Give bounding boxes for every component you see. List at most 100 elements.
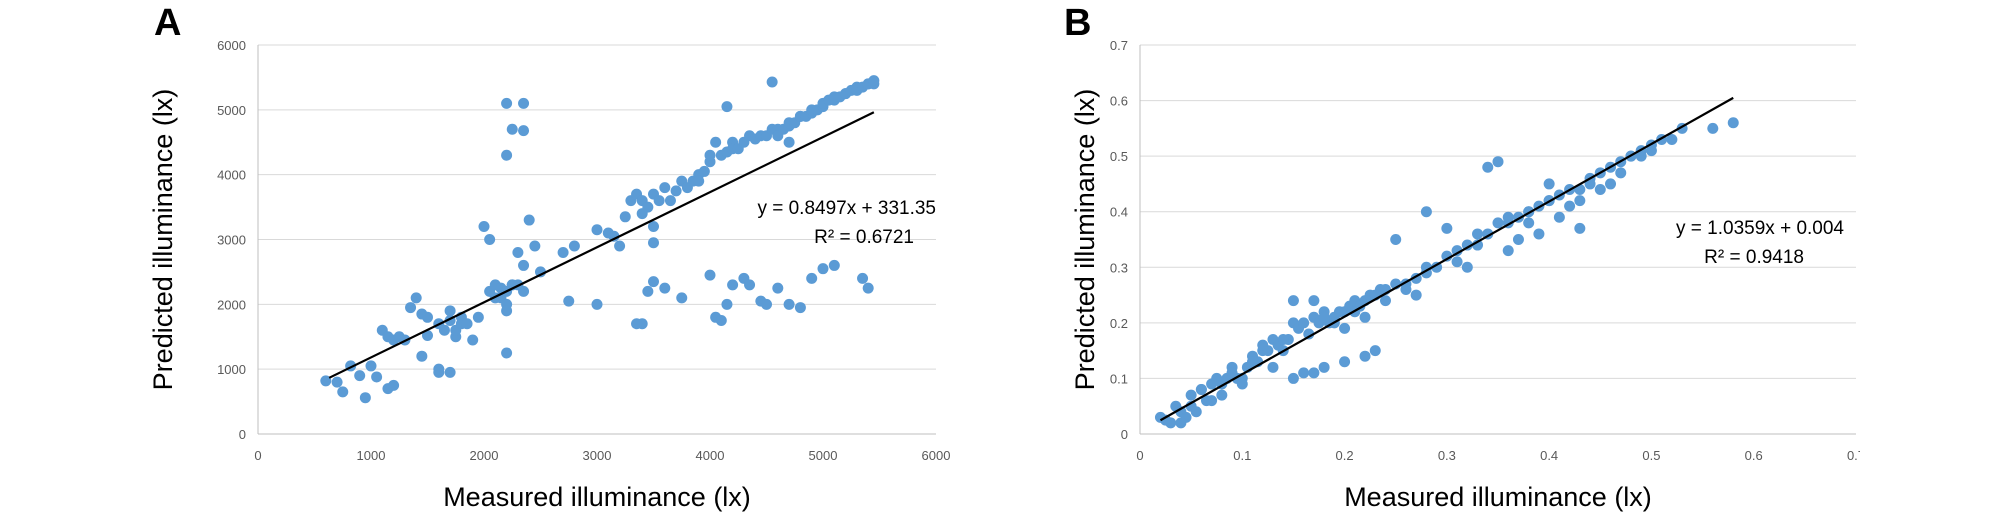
chart-a-data-point xyxy=(518,259,530,271)
chart-a-data-point xyxy=(744,279,756,291)
chart-a-x-tick-label: 0 xyxy=(254,448,261,463)
chart-a-data-point xyxy=(761,298,772,310)
chart-b-data-point xyxy=(1574,195,1586,207)
chart-b-data-point xyxy=(1441,222,1453,234)
chart-b-trendline xyxy=(1159,96,1734,422)
chart-b-data-point xyxy=(1615,167,1627,179)
chart-b-data-point xyxy=(1461,239,1473,251)
chart-a-data-point xyxy=(614,240,626,252)
chart-a-data-point xyxy=(648,276,659,288)
chart-a-y-tick-label: 0 xyxy=(239,427,246,442)
chart-a-data-point xyxy=(704,149,716,161)
chart-b-data-point xyxy=(1390,234,1402,245)
chart-b-data-point xyxy=(1523,217,1535,229)
chart-b-data-point xyxy=(1543,178,1555,190)
chart-b-data-point xyxy=(1707,122,1719,134)
chart-b-data-point xyxy=(1441,250,1453,262)
chart-b-data-point xyxy=(1165,417,1177,429)
chart-a-data-point xyxy=(563,295,575,307)
chart-b-y-tick-label: 0 xyxy=(1121,427,1128,442)
chart-a-data-point xyxy=(501,149,513,161)
chart-a-data-point xyxy=(529,240,541,252)
chart-b-data-point xyxy=(1379,295,1391,307)
chart-a-data-point xyxy=(642,201,654,213)
chart-a-data-point xyxy=(410,292,422,304)
chart-a-data-point xyxy=(422,311,433,323)
chart-b-data-point xyxy=(1298,367,1310,379)
chart-a-data-point xyxy=(371,371,383,383)
chart-a-data-point xyxy=(772,282,784,294)
chart-b-data-point xyxy=(1277,334,1289,346)
chart-a-data-point xyxy=(512,246,524,258)
chart-a-x-tick-label: 3000 xyxy=(583,448,612,463)
chart-b-data-point xyxy=(1339,356,1351,368)
chart-a-data-point xyxy=(653,195,665,207)
chart-b-data-point xyxy=(1666,133,1678,145)
chart-a-x-tick-label: 6000 xyxy=(922,448,950,463)
chart-a-data-point xyxy=(659,182,671,194)
chart-b-data-point xyxy=(1492,217,1504,229)
chart-a-x-tick-label: 2000 xyxy=(470,448,499,463)
chart-a-data-point xyxy=(518,97,530,109)
chart-b-data-point xyxy=(1574,222,1586,234)
chart-a-data-point xyxy=(461,318,473,330)
chart-a-data-point xyxy=(721,101,733,113)
chart-a-data-point xyxy=(591,224,603,236)
chart-a-data-point xyxy=(817,263,829,275)
chart-a-data-point xyxy=(715,315,727,327)
chart-a-data-point xyxy=(557,246,569,258)
chart-a-data-point xyxy=(568,240,580,252)
chart-a-data-point xyxy=(444,305,456,317)
chart-a-data-point xyxy=(518,285,530,297)
chart-b-data-point xyxy=(1216,389,1228,401)
chart-a-trendline xyxy=(328,111,875,379)
chart-a-data-point xyxy=(619,211,631,223)
chart-b-data-point xyxy=(1206,395,1218,407)
chart-b-data-point xyxy=(1400,284,1412,296)
chart-b-data-point xyxy=(1257,339,1269,351)
chart-b-data-point xyxy=(1605,178,1617,190)
chart-b-data-point xyxy=(1318,311,1330,323)
chart-b-data-point xyxy=(1287,295,1299,307)
chart-b-data-point xyxy=(1308,367,1320,379)
chart-a-data-point xyxy=(648,221,659,233)
chart-b-x-tick-label: 0.2 xyxy=(1336,448,1354,463)
chart-b-data-point xyxy=(1318,361,1330,373)
chart-b-data-point xyxy=(1553,211,1565,223)
chart-b-data-point xyxy=(1492,156,1504,168)
chart-b-x-axis-label: Measured illuminance (lx) xyxy=(1344,482,1652,512)
chart-b-data-point xyxy=(1420,206,1432,218)
panel-label-a: A xyxy=(154,2,182,44)
chart-b-y-tick-label: 0.4 xyxy=(1110,205,1128,220)
chart-a-data-point xyxy=(698,165,710,177)
chart-b-y-tick-label: 0.7 xyxy=(1110,38,1128,53)
chart-a-x-tick-label: 1000 xyxy=(357,448,386,463)
chart-b-data-point xyxy=(1564,200,1576,212)
chart-a-data-point xyxy=(388,379,400,391)
chart-a-data-point xyxy=(710,136,722,148)
chart-a-trendline-equation: y = 0.8497x + 331.35 xyxy=(757,198,936,219)
chart-b-data-point xyxy=(1175,417,1187,429)
chart-a-data-point xyxy=(523,214,535,226)
chart-b-data-point xyxy=(1195,384,1207,396)
chart-a-y-axis-label: Predicted illuminance (lx) xyxy=(150,89,178,391)
chart-b-y-tick-label: 0.2 xyxy=(1110,316,1128,331)
chart-a-data-point xyxy=(472,311,484,323)
chart-b-data-point xyxy=(1472,228,1484,240)
chart-b-data-point xyxy=(1512,234,1524,245)
chart-a-data-point xyxy=(478,221,490,233)
chart-a-data-point xyxy=(506,123,518,135)
chart-a-data-point xyxy=(648,237,659,249)
chart-a-data-point xyxy=(676,292,688,304)
chart-b-x-tick-label: 0.6 xyxy=(1745,448,1763,463)
chart-b-data-point xyxy=(1308,295,1320,307)
chart-a-data-point xyxy=(704,269,716,281)
chart-b-data-point xyxy=(1369,345,1381,357)
chart-a-data-point xyxy=(518,125,530,137)
chart-a-data-point xyxy=(359,392,371,404)
chart-b-x-tick-label: 0.1 xyxy=(1233,448,1251,463)
chart-b-y-tick-label: 0.6 xyxy=(1110,94,1128,109)
chart-a-x-axis-label: Measured illuminance (lx) xyxy=(443,482,751,512)
chart-b-x-tick-label: 0.4 xyxy=(1540,448,1558,463)
chart-a-data-point xyxy=(416,350,428,362)
